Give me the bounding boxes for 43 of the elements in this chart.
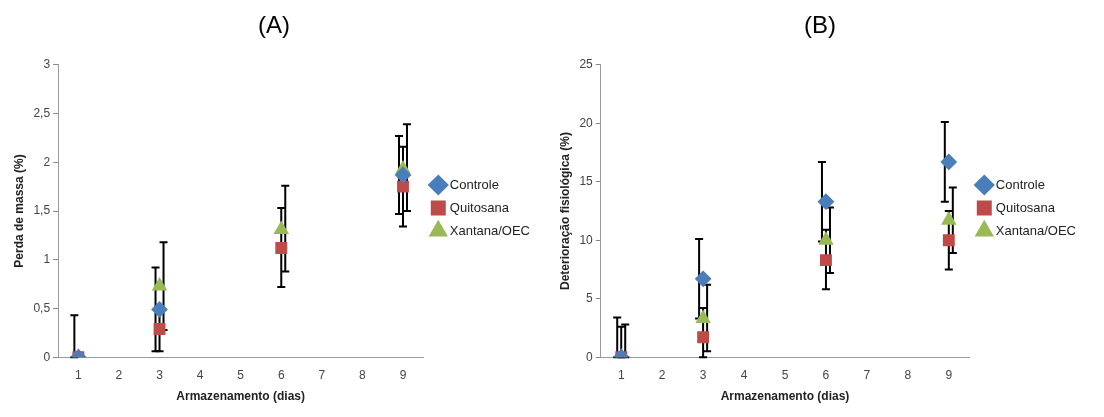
- legend-label: Quitosana: [995, 199, 1056, 215]
- legend-label: Controle: [449, 176, 499, 192]
- y-tick-label: 0: [43, 349, 51, 364]
- x-tick-label: 7: [863, 367, 871, 382]
- y-tick-label: 5: [586, 291, 594, 306]
- legend-label: Xantana/OEC: [995, 222, 1076, 238]
- y-axis-title: Deterioração fisiológica (%): [557, 131, 572, 291]
- x-tick-label: 3: [156, 367, 164, 382]
- y-tick-label: 3: [43, 57, 51, 72]
- y-tick-label: 25: [579, 57, 594, 72]
- y-tick-label: 1: [43, 252, 51, 267]
- x-tick-label: 9: [399, 367, 407, 382]
- x-tick-label: 2: [115, 367, 123, 382]
- x-tick-label: 8: [359, 367, 367, 382]
- y-tick-label: 0: [586, 349, 594, 364]
- x-tick-label: 4: [196, 367, 204, 382]
- legend-label: Controle: [995, 176, 1045, 192]
- x-tick-label: 3: [699, 367, 707, 382]
- x-axis-title: Armazenamento (dias): [176, 389, 306, 404]
- y-tick-label: 2,5: [33, 105, 51, 120]
- y-axis-title: Perda de massa (%): [11, 154, 26, 268]
- chart-title: (B): [804, 11, 836, 39]
- x-tick-label: 5: [237, 367, 245, 382]
- x-tick-label: 2: [658, 367, 666, 382]
- x-tick-label: 1: [75, 367, 83, 382]
- chart-title: (A): [258, 11, 290, 39]
- y-tick-label: 20: [579, 115, 594, 130]
- x-tick-label: 5: [781, 367, 789, 382]
- x-tick-label: 6: [822, 367, 830, 382]
- x-axis-title: Armazenamento (dias): [720, 389, 850, 404]
- y-tick-label: 1,5: [33, 203, 51, 218]
- x-tick-label: 1: [617, 367, 625, 382]
- y-tick-label: 0,5: [33, 300, 51, 315]
- x-tick-label: 9: [945, 367, 953, 382]
- x-tick-label: 4: [740, 367, 748, 382]
- x-tick-label: 8: [904, 367, 912, 382]
- y-tick-label: 2: [43, 154, 51, 169]
- legend-label: Quitosana: [449, 199, 510, 215]
- y-tick-label: 10: [579, 232, 594, 247]
- y-tick-label: 15: [579, 174, 594, 189]
- x-tick-label: 7: [318, 367, 326, 382]
- x-tick-label: 6: [277, 367, 285, 382]
- legend-label: Xantana/OEC: [449, 222, 530, 238]
